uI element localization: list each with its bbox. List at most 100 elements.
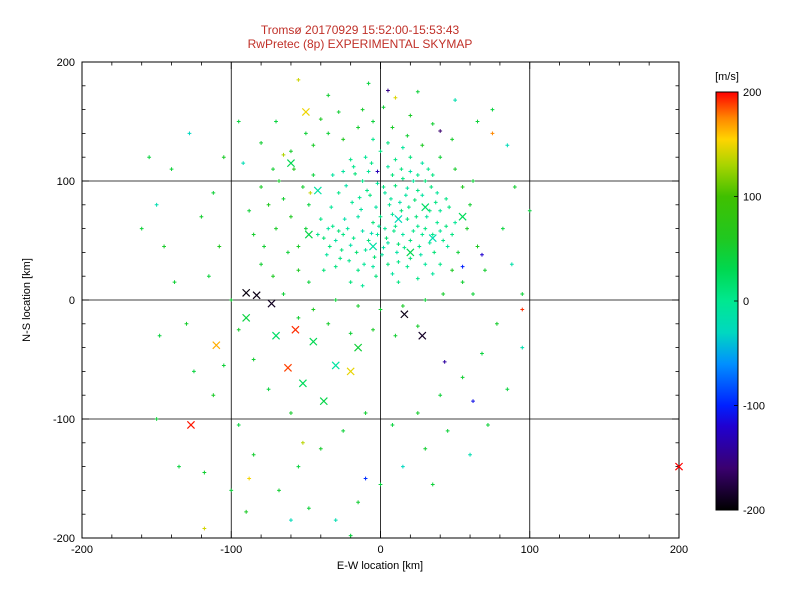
scatter-point: [428, 234, 437, 243]
scatter-point: [289, 411, 293, 415]
scatter-point: [505, 387, 510, 392]
scatter-point: [408, 113, 413, 118]
x-axis-label: E-W location [km]: [337, 560, 423, 572]
scatter-point: [400, 145, 405, 150]
scatter-point: [324, 252, 329, 257]
scatter-point: [371, 119, 375, 124]
scatter-point: [303, 226, 308, 231]
scatter-point: [430, 271, 435, 276]
scatter-point: [271, 274, 275, 279]
scatter-point: [371, 264, 375, 269]
scatter-point: [471, 179, 475, 183]
scatter-point: [438, 129, 443, 133]
scatter-point: [327, 244, 332, 249]
scatter-point: [527, 208, 532, 213]
scatter-point: [301, 107, 310, 117]
scatter-point: [390, 271, 395, 276]
scatter-point: [350, 200, 355, 205]
scatter-point: [445, 244, 450, 249]
scatter-point: [319, 397, 328, 406]
scatter-point: [408, 256, 413, 261]
scatter-point: [186, 420, 195, 429]
colorbar-tick-label: 200: [743, 87, 761, 99]
scatter-point: [211, 393, 216, 398]
scatter-point: [363, 248, 368, 252]
scatter-point: [430, 173, 435, 177]
scatter-point: [360, 283, 365, 288]
scatter-point: [259, 262, 263, 267]
x-tick-label: 200: [670, 544, 688, 556]
scatter-point: [311, 143, 316, 148]
scatter-point: [384, 236, 389, 241]
scatter-point: [453, 98, 458, 102]
scatter-point: [354, 343, 363, 352]
scatter-point: [444, 224, 449, 229]
scatter-point: [241, 161, 246, 166]
scatter-point: [512, 185, 517, 189]
scatter-point: [400, 464, 405, 469]
scatter-point: [366, 238, 371, 243]
scatter-point: [475, 119, 480, 124]
scatter-point: [495, 321, 499, 326]
scatter-point: [292, 167, 296, 171]
scatter-point: [199, 214, 204, 219]
scatter-point: [300, 185, 305, 189]
scatter-point: [296, 77, 301, 82]
scatter-point: [420, 193, 425, 198]
scatter-point: [236, 119, 241, 124]
scatter-point: [266, 202, 271, 207]
scatter-point: [363, 155, 368, 160]
scatter-point: [378, 149, 383, 154]
scatter-point: [242, 288, 251, 297]
scatter-point: [247, 476, 252, 481]
scatter-point: [311, 307, 316, 312]
scatter-point: [236, 423, 241, 427]
scatter-point: [378, 482, 383, 487]
scatter-point: [423, 226, 428, 231]
scatter-point: [221, 363, 226, 368]
scatter-point: [406, 248, 415, 257]
scatter-point: [281, 196, 286, 201]
scatter-point: [348, 533, 353, 538]
scatter-point: [408, 169, 413, 174]
scatter-point: [363, 411, 368, 415]
scatter-point: [184, 321, 189, 326]
scatter-point: [360, 107, 365, 112]
scatter-point: [157, 333, 162, 338]
scatter-point: [281, 152, 286, 157]
scatter-point: [402, 245, 407, 250]
scatter-point: [396, 280, 401, 285]
scatter-point: [357, 195, 362, 200]
scatter-point: [251, 357, 256, 362]
y-tick-label: 100: [57, 176, 75, 188]
scatter-point: [441, 238, 446, 243]
scatter-point: [326, 226, 331, 231]
scatter-point: [339, 248, 344, 252]
scatter-point: [405, 133, 410, 138]
scatter-point: [374, 205, 378, 210]
scatter-point: [432, 250, 437, 255]
scatter-point: [520, 292, 525, 296]
scatter-point: [321, 236, 326, 241]
y-tick-label: -100: [53, 414, 75, 426]
scatter-point: [348, 280, 353, 285]
chart-title-line2: RwPretec (8p) EXPERIMENTAL SKYMAP: [248, 37, 473, 51]
scatter-point: [390, 173, 395, 177]
scatter-point: [169, 167, 174, 171]
scatter-point: [375, 232, 380, 237]
scatter-point: [353, 171, 358, 176]
scatter-point: [187, 131, 192, 136]
scatter-point: [430, 121, 435, 126]
scatter-point: [252, 291, 261, 300]
scatter-point: [480, 351, 484, 356]
scatter-point: [393, 183, 398, 188]
scatter-point: [435, 220, 440, 225]
scatter-point: [399, 167, 404, 171]
scatter-point: [351, 236, 356, 241]
scatter-point: [330, 173, 335, 177]
scatter-point: [341, 429, 346, 433]
scatter-point: [283, 363, 292, 372]
scatter-point: [369, 161, 374, 166]
scatter-point: [674, 462, 684, 471]
scatter-point: [259, 141, 263, 145]
